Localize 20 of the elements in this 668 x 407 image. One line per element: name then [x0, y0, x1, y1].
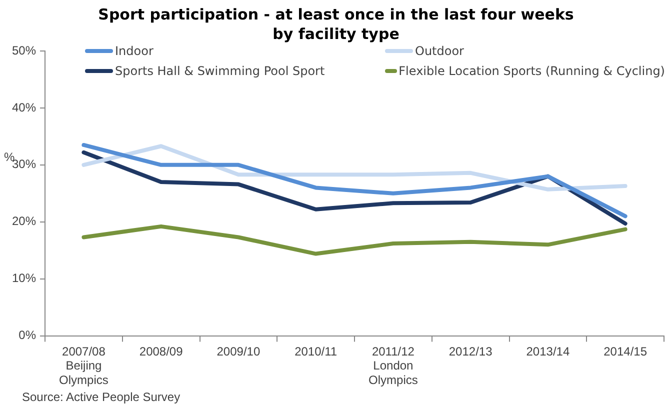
- y-tick-label: 0%: [18, 328, 36, 342]
- legend-label: Outdoor: [415, 44, 464, 58]
- y-tick-label: 50%: [12, 43, 36, 58]
- legend-label: Sports Hall & Swimming Pool Sport: [115, 64, 325, 78]
- y-tick-label: 20%: [12, 214, 36, 228]
- legend-label: Flexible Location Sports (Running & Cycling): [398, 64, 665, 78]
- x-tick-label: 2012/13: [448, 344, 493, 358]
- y-tick-label: 10%: [12, 271, 36, 286]
- chart-title: Sport participation - at least once in the last four weeks by facility type: [98, 6, 574, 44]
- x-tick-label: 2009/10: [216, 344, 260, 358]
- x-tick-label: 2010/11: [294, 344, 338, 358]
- source-note: Source: Active People Survey: [22, 390, 180, 404]
- x-tick-label: 2008/09: [139, 344, 184, 358]
- y-tick-label: 40%: [12, 100, 36, 114]
- y-axis-title: %: [4, 150, 15, 164]
- legend-label: Indoor: [115, 44, 154, 58]
- x-tick-label: 2013/14: [526, 344, 570, 358]
- x-tick-label: 2007/08 Beijing Olympics: [59, 344, 108, 388]
- x-tick-label: 2014/15: [604, 344, 648, 358]
- x-tick-label: 2011/12 London Olympics: [368, 344, 418, 388]
